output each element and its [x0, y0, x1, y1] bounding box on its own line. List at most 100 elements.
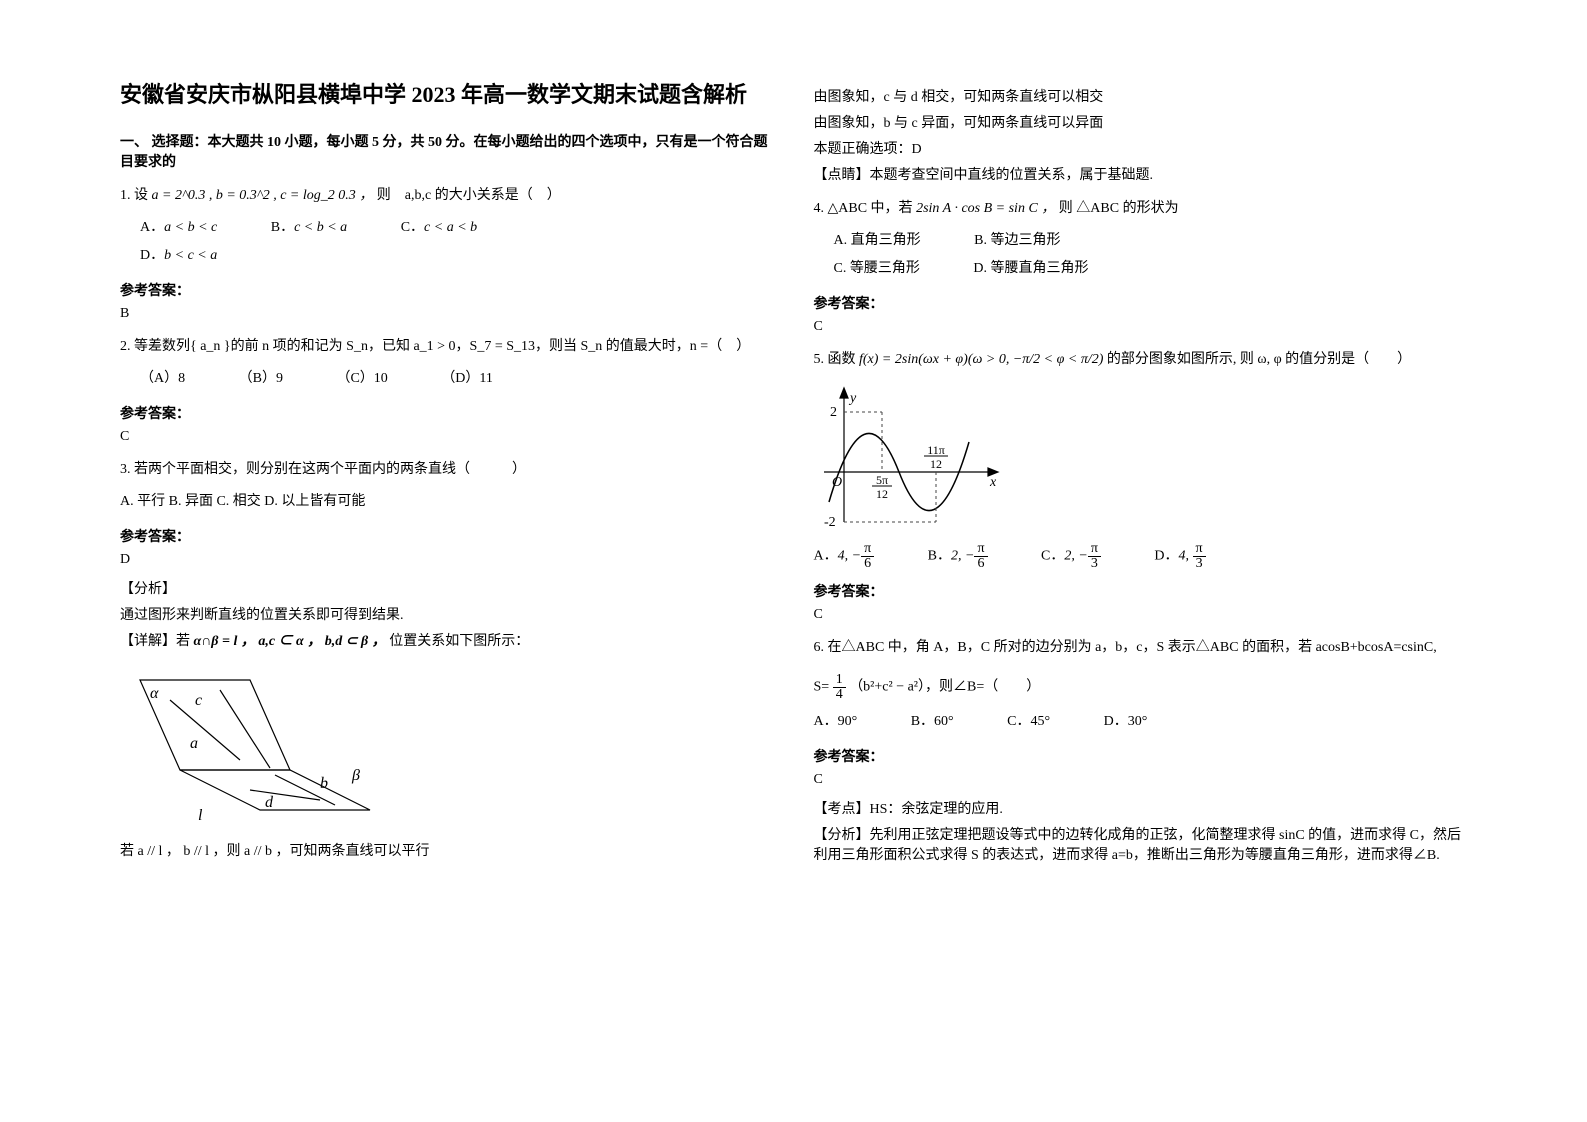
q1-opt-a: A．a < b < c: [140, 214, 217, 242]
q5Dp: 4,: [1179, 549, 1193, 564]
q6fn: 1: [833, 673, 846, 688]
q5An: π: [861, 542, 874, 557]
q5Bn: π: [974, 542, 987, 557]
svg-text:12: 12: [930, 457, 942, 471]
q2-options: （A）8 （B）9 （C）10 （D）11: [140, 365, 774, 393]
svg-text:12: 12: [876, 487, 888, 501]
q1-options: A．a < b < c B．c < b < a C．c < a < b D．b …: [140, 214, 774, 270]
q1-math: a = 2^0.3 , b = 0.3^2 , c = log_2 0.3 ，: [152, 188, 374, 203]
q3-analysis-label: 【分析】: [120, 578, 774, 598]
q1-ans: B: [120, 306, 774, 322]
q3-detail-label: 【详解】若: [120, 634, 190, 649]
q6-ans-label: 参考答案：: [814, 746, 1468, 766]
q1-opt-d: D．b < c < a: [140, 242, 217, 270]
q4-C: C. 等腰三角形: [834, 255, 920, 283]
q4-options: A. 直角三角形 B. 等边三角形 C. 等腰三角形 D. 等腰直角三角形: [834, 227, 1468, 283]
q5-graph: y x O 2 -2 5π 12 11π 12: [814, 382, 1468, 532]
g-t2n: 11π: [927, 443, 945, 457]
q4-math: 2sin A · cos B = sin C ，: [916, 201, 1055, 216]
q3-opts: A. 平行 B. 异面 C. 相交 D. 以上皆有可能: [120, 488, 774, 516]
q1-opt-b: B．c < b < a: [271, 214, 347, 242]
q4-prefix: 4. △ABC 中，若: [814, 201, 913, 216]
q3-correct-text: 本题正确选项：D: [814, 142, 922, 157]
q1-suffix: 则 a,b,c 的大小关系是（ ）: [377, 188, 561, 203]
q5-math: f(x) = 2sin(ωx + φ)(ω > 0, −π/2 < φ < π/…: [859, 352, 1103, 367]
g-ybot: -2: [824, 515, 836, 530]
q3-intersect: 由图象知，c 与 d 相交，可知两条直线可以相交: [814, 86, 1468, 106]
q1-prefix: 1. 设: [120, 188, 148, 203]
q4-A: A. 直角三角形: [834, 227, 921, 255]
q2-stem: 2. 等差数列{ a_n }的前 n 项的和记为 S_n，已知 a_1 > 0，…: [120, 334, 774, 359]
left-column: 安徽省安庆市枞阳县横埠中学 2023 年高一数学文期末试题含解析 一、 选择题：…: [100, 80, 794, 1082]
q6-D: D．30°: [1104, 708, 1148, 736]
q3-detail: 【详解】若 α∩β = l ， a,c ⊂ α ， b,d ⊂ β ， 位置关系…: [120, 630, 774, 650]
q5Cn: π: [1088, 542, 1101, 557]
q5-D: D．4, π3: [1154, 542, 1205, 571]
lbl-l: l: [198, 807, 203, 824]
q5-ans-label: 参考答案：: [814, 581, 1468, 601]
q5-C: C．2, −π3: [1041, 542, 1101, 571]
q6-options: A．90° B．60° C．45° D．30°: [814, 708, 1468, 736]
q3-stem: 3. 若两个平面相交，则分别在这两个平面内的两条直线（ ）: [120, 457, 774, 482]
q6-stem2-line: S= 14 （b²+c² − a²），则∠B=（ ）: [814, 673, 1468, 702]
q6-Seq: S=: [814, 679, 830, 694]
q5-stem: 5. 函数 f(x) = 2sin(ωx + φ)(ω > 0, −π/2 < …: [814, 347, 1468, 372]
q2-D: （D）11: [441, 365, 493, 393]
q2-B: （B）9: [239, 365, 283, 393]
q5Ap: 4, −: [838, 549, 861, 564]
q2-ans-label: 参考答案：: [120, 403, 774, 423]
q1-stem: 1. 设 a = 2^0.3 , b = 0.3^2 , c = log_2 0…: [120, 183, 774, 208]
g-y: y: [848, 391, 857, 406]
g-t2d: 12: [930, 457, 942, 471]
q4-ans: C: [814, 319, 1468, 335]
lbl-beta: β: [351, 767, 360, 784]
q1-C: c < a < b: [424, 220, 477, 235]
right-column: 由图象知，c 与 d 相交，可知两条直线可以相交 由图象知，b 与 c 异面，可…: [794, 80, 1488, 1082]
q5Dd: 3: [1193, 557, 1206, 571]
q3-correct: 本题正确选项：D: [814, 138, 1468, 158]
svg-text:5π: 5π: [875, 473, 887, 487]
svg-text:11π: 11π: [927, 443, 945, 457]
q6-C: C．45°: [1007, 708, 1050, 736]
q4-suffix: 则 △ABC 的形状为: [1059, 201, 1179, 216]
q5-suffix: 的部分图象如图所示, 则 ω, φ 的值分别是（ ）: [1107, 352, 1411, 367]
section-1-header: 一、 选择题：本大题共 10 小题，每小题 5 分，共 50 分。在每小题给出的…: [120, 131, 774, 171]
q3-analysis-text: 通过图形来判断直线的位置关系即可得到结果.: [120, 604, 774, 624]
q6-stem2: （b²+c² − a²），则∠B=（ ）: [849, 679, 1040, 694]
q5-options: A．4, −π6 B．2, −π6 C．2, −π3 D．4, π3: [814, 542, 1468, 571]
q3-dianjing: 【点睛】本题考查空间中直线的位置关系，属于基础题.: [814, 164, 1468, 184]
q3-ans: D: [120, 552, 774, 568]
q3-detail-suffix: 位置关系如下图所示：: [389, 634, 529, 649]
q6fd: 4: [833, 688, 846, 702]
q5-ans: C: [814, 607, 1468, 623]
g-ytop: 2: [830, 405, 837, 420]
q2-A: （A）8: [140, 365, 185, 393]
q6-A: A．90°: [814, 708, 858, 736]
q6-B: B．60°: [911, 708, 954, 736]
q3-skew: 由图象知，b 与 c 异面，可知两条直线可以异面: [814, 112, 1468, 132]
q5-prefix: 5. 函数: [814, 352, 856, 367]
g-x: x: [989, 475, 997, 490]
q1-B: c < b < a: [294, 220, 347, 235]
q5Dn: π: [1193, 542, 1206, 557]
q4-B: B. 等边三角形: [974, 227, 1060, 255]
q5-A: A．4, −π6: [814, 542, 875, 571]
q6-stem1: 6. 在△ABC 中，角 A，B，C 所对的边分别为 a，b，c，S 表示△AB…: [814, 635, 1468, 660]
lbl-d: d: [265, 794, 274, 811]
q1-opt-c: C．c < a < b: [401, 214, 477, 242]
q2-C: （C）10: [336, 365, 387, 393]
q4-ans-label: 参考答案：: [814, 293, 1468, 313]
g-O: O: [832, 475, 842, 490]
q6-fenxi: 【分析】先利用正弦定理把题设等式中的边转化成角的正弦，化简整理求得 sinC 的…: [814, 824, 1468, 864]
q5Bd: 6: [974, 557, 987, 571]
q5Ad: 6: [861, 557, 874, 571]
g-t1n: 5π: [875, 473, 887, 487]
q4-D: D. 等腰直角三角形: [973, 255, 1088, 283]
q6-kaodian: 【考点】HS：余弦定理的应用.: [814, 798, 1468, 818]
q6-ans: C: [814, 772, 1468, 788]
q5Cp: 2, −: [1064, 549, 1087, 564]
lbl-a: a: [190, 735, 198, 752]
q4-stem: 4. △ABC 中，若 2sin A · cos B = sin C ， 则 △…: [814, 196, 1468, 221]
q5-B: B．2, −π6: [928, 542, 988, 571]
q3-planes-diagram: α β a c d b l: [120, 660, 774, 830]
